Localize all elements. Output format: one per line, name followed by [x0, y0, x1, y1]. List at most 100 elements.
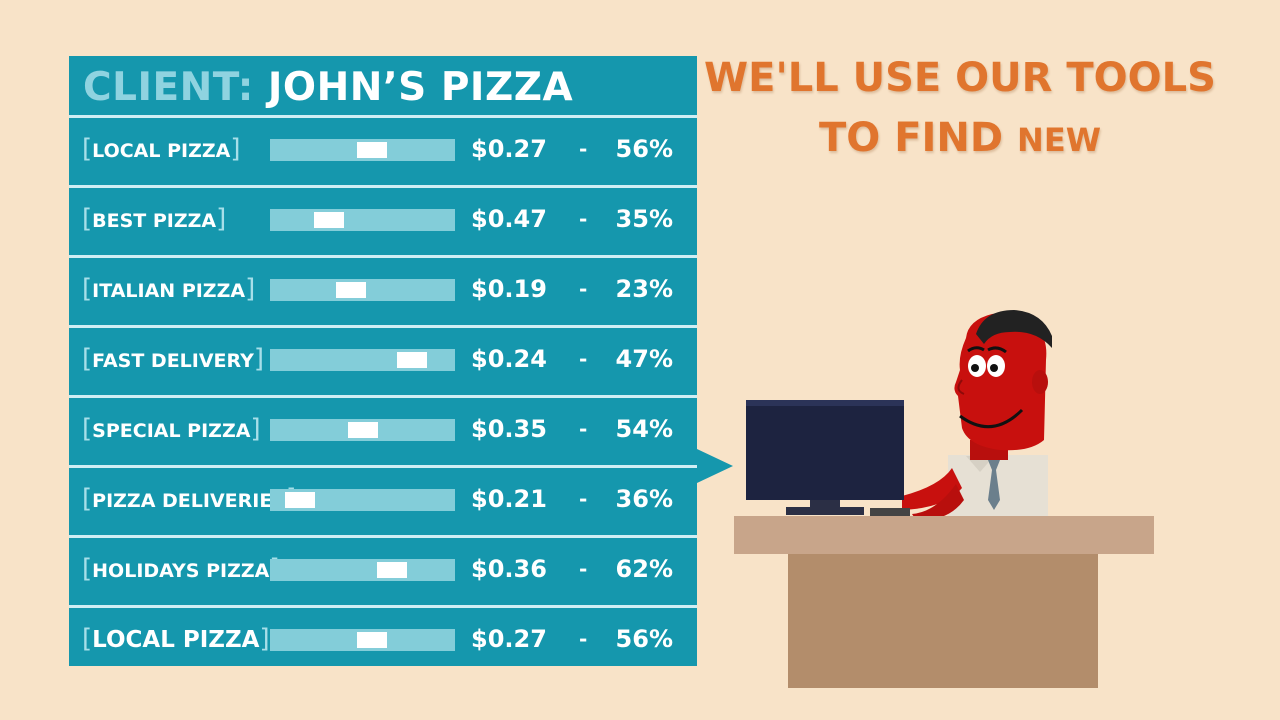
bid-slider[interactable] — [270, 349, 455, 371]
bid-slider-handle[interactable] — [314, 212, 344, 228]
headline-line-2-small: NEW — [1017, 121, 1101, 159]
separator-dash: - — [579, 557, 588, 581]
keyword-label: [SPECIAL PIZZA] — [82, 398, 261, 461]
bid-slider[interactable] — [270, 139, 455, 161]
bid-slider-handle[interactable] — [377, 562, 407, 578]
separator-dash: - — [579, 137, 588, 161]
panel-title: CLIENT: JOHN’S PIZZA — [83, 62, 573, 114]
bid-slider[interactable] — [270, 209, 455, 231]
close-bracket: ] — [245, 274, 256, 304]
keyword-row: [HOLIDAYS PIZZA] $0.36 - 62% — [69, 535, 697, 601]
bid-slider-handle[interactable] — [357, 632, 387, 648]
close-bracket: ] — [250, 414, 261, 444]
bid-slider-handle[interactable] — [336, 282, 366, 298]
percentage: 47% — [615, 345, 673, 373]
keyword-text: SPECIAL PIZZA — [92, 420, 251, 442]
tie — [988, 460, 1000, 510]
monitor-bezel-top — [746, 400, 904, 406]
headline-line-2-main: TO FIND — [819, 115, 1004, 161]
keyword-label: [LOCAL PIZZA] — [82, 608, 270, 671]
bid-slider[interactable] — [270, 279, 455, 301]
keyword-row: [PIZZA DELIVERIES] $0.21 - 36% — [69, 465, 697, 531]
headline-line-1: WE'LL USE OUR TOOLS — [704, 55, 1216, 101]
percentage: 62% — [615, 555, 673, 583]
headline-line-2: TO FIND NEW — [700, 108, 1220, 170]
nose — [957, 379, 965, 395]
ear — [1032, 370, 1048, 394]
keyword-row: [ITALIAN PIZZA] $0.19 - 23% — [69, 255, 697, 321]
open-bracket: [ — [82, 554, 93, 584]
bid-slider-handle[interactable] — [357, 142, 387, 158]
open-bracket: [ — [82, 134, 93, 164]
bid-slider-handle[interactable] — [348, 422, 378, 438]
close-bracket: ] — [259, 624, 270, 654]
desk-top — [734, 516, 1154, 554]
keyword-row: [LOCAL PIZZA] $0.27 - 56% — [69, 605, 697, 671]
separator-dash: - — [579, 627, 588, 651]
bid-slider[interactable] — [270, 419, 455, 441]
cost-per-click: $0.47 — [471, 205, 547, 233]
keyword-text: LOCAL PIZZA — [92, 627, 260, 653]
keyword-row: [BEST PIZZA] $0.47 - 35% — [69, 185, 697, 251]
separator-dash: - — [579, 207, 588, 231]
cost-per-click: $0.27 — [471, 625, 547, 653]
cost-per-click: $0.35 — [471, 415, 547, 443]
open-bracket: [ — [82, 414, 93, 444]
left-eyebrow — [967, 346, 985, 353]
bid-slider[interactable] — [270, 629, 455, 651]
headline: WE'LL USE OUR TOOLS TO FIND NEW — [700, 48, 1220, 170]
bid-slider-handle[interactable] — [285, 492, 315, 508]
close-bracket: ] — [230, 134, 241, 164]
right-eyebrow — [987, 346, 1007, 354]
separator-dash: - — [579, 347, 588, 371]
open-bracket: [ — [82, 344, 93, 374]
keyword-label: [FAST DELIVERY] — [82, 328, 264, 391]
man-at-computer-illustration — [734, 310, 1154, 688]
bid-slider-handle[interactable] — [397, 352, 427, 368]
monitor-icon — [746, 400, 904, 500]
cost-per-click: $0.19 — [471, 275, 547, 303]
bid-slider[interactable] — [270, 489, 455, 511]
keyword-text: FAST DELIVERY — [92, 350, 254, 372]
monitor-base — [786, 507, 864, 515]
keyword-label: [BEST PIZZA] — [82, 188, 226, 251]
close-bracket: ] — [216, 204, 227, 234]
bid-slider[interactable] — [270, 559, 455, 581]
separator-dash: - — [579, 277, 588, 301]
percentage: 56% — [615, 135, 673, 163]
hand — [912, 484, 964, 521]
percentage: 36% — [615, 485, 673, 513]
left-pupil — [971, 364, 979, 372]
keyword-text: PIZZA DELIVERIES — [92, 490, 286, 512]
panel-pointer — [697, 449, 733, 483]
desk-body — [788, 553, 1098, 688]
open-bracket: [ — [82, 624, 93, 654]
smile — [959, 408, 1024, 429]
percentage: 23% — [615, 275, 673, 303]
client-name: JOHN’S PIZZA — [267, 65, 574, 110]
keyword-row: [LOCAL PIZZA] $0.27 - 56% — [69, 115, 697, 181]
percentage: 35% — [615, 205, 673, 233]
client-label: CLIENT: — [83, 65, 254, 110]
keyword-text: ITALIAN PIZZA — [92, 280, 246, 302]
cost-per-click: $0.36 — [471, 555, 547, 583]
keyword-panel: CLIENT: JOHN’S PIZZA [LOCAL PIZZA] $0.27-… — [69, 56, 697, 666]
keyword-label: [HOLIDAYS PIZZA] — [82, 538, 280, 601]
keyword-text: BEST PIZZA — [92, 210, 217, 232]
keyword-row: [FAST DELIVERY] $0.24 - 47% — [69, 325, 697, 391]
right-pupil — [990, 364, 998, 372]
open-bracket: [ — [82, 484, 93, 514]
separator-dash: - — [579, 417, 588, 441]
percentage: 56% — [615, 625, 673, 653]
cost-per-click: $0.21 — [471, 485, 547, 513]
cost-per-click: $0.27 — [471, 135, 547, 163]
close-bracket: ] — [253, 344, 265, 374]
cost-per-click: $0.24 — [471, 345, 547, 373]
keyboard — [870, 508, 910, 516]
keyword-text: LOCAL PIZZA — [92, 140, 231, 162]
hair — [976, 310, 1052, 348]
keyword-text: HOLIDAYS PIZZA — [92, 560, 270, 582]
keyword-label: [LOCAL PIZZA] — [82, 118, 241, 181]
keyword-row: [SPECIAL PIZZA] $0.35 - 54% — [69, 395, 697, 461]
open-bracket: [ — [82, 274, 93, 304]
